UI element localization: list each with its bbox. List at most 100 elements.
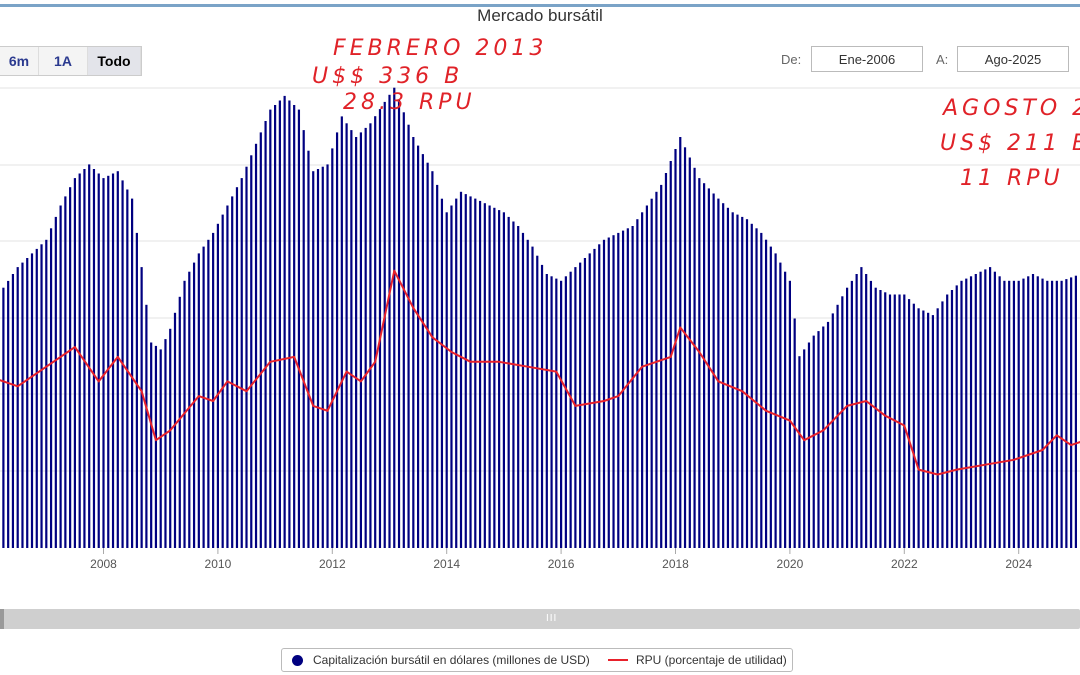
to-date-input[interactable]: Ago-2025	[957, 46, 1069, 72]
bar[interactable]	[1050, 280, 1054, 548]
bar[interactable]	[1027, 276, 1030, 548]
bar[interactable]	[884, 292, 887, 548]
bar[interactable]	[936, 308, 939, 548]
bar[interactable]	[326, 164, 329, 548]
bar[interactable]	[979, 271, 982, 548]
bar[interactable]	[1065, 279, 1068, 548]
bar[interactable]	[822, 326, 825, 549]
bar[interactable]	[226, 205, 229, 549]
bar[interactable]	[297, 109, 301, 548]
bar[interactable]	[274, 105, 277, 548]
bar[interactable]	[793, 318, 796, 549]
bar[interactable]	[798, 356, 801, 548]
bar[interactable]	[92, 169, 96, 548]
bar[interactable]	[888, 294, 892, 549]
bar[interactable]	[550, 276, 553, 548]
bar[interactable]	[16, 267, 19, 548]
bar[interactable]	[898, 294, 901, 549]
legend-item-rpu[interactable]: RPU (porcentaje de utilidad)	[608, 653, 787, 667]
bar[interactable]	[965, 278, 968, 548]
bar[interactable]	[521, 232, 525, 548]
bar[interactable]	[507, 216, 510, 548]
rpu-line[interactable]	[0, 269, 1080, 476]
bar[interactable]	[159, 349, 162, 548]
bar[interactable]	[660, 184, 663, 548]
bar[interactable]	[941, 301, 944, 548]
bar[interactable]	[369, 123, 372, 549]
bar[interactable]	[188, 271, 191, 548]
bar[interactable]	[955, 285, 958, 548]
bar[interactable]	[1008, 280, 1011, 548]
bar[interactable]	[655, 191, 658, 549]
bar[interactable]	[1036, 276, 1039, 548]
bar[interactable]	[107, 175, 110, 549]
bar[interactable]	[154, 345, 158, 548]
bar[interactable]	[927, 312, 930, 548]
bar[interactable]	[140, 267, 143, 548]
bar[interactable]	[812, 335, 815, 548]
bar[interactable]	[588, 253, 591, 548]
bar[interactable]	[1022, 278, 1025, 548]
range-button-1a[interactable]: 1A	[39, 47, 88, 75]
bar[interactable]	[40, 244, 43, 549]
scrollbar-left-handle[interactable]	[0, 609, 4, 629]
bar[interactable]	[407, 124, 410, 548]
bar[interactable]	[836, 304, 839, 548]
bar[interactable]	[359, 132, 362, 548]
bar[interactable]	[907, 299, 911, 548]
bar[interactable]	[693, 167, 696, 549]
bar[interactable]	[679, 137, 682, 548]
bar[interactable]	[459, 191, 463, 549]
bar[interactable]	[650, 198, 653, 548]
bar[interactable]	[145, 304, 148, 548]
bar[interactable]	[431, 171, 434, 548]
bar[interactable]	[1012, 280, 1016, 548]
bar[interactable]	[383, 101, 386, 549]
bar[interactable]	[49, 228, 53, 549]
bar[interactable]	[464, 194, 467, 548]
bar[interactable]	[626, 228, 629, 549]
bar[interactable]	[197, 253, 200, 548]
bar[interactable]	[26, 258, 29, 548]
bar[interactable]	[178, 296, 181, 548]
bar[interactable]	[269, 109, 272, 548]
bar[interactable]	[212, 232, 215, 548]
bar[interactable]	[59, 205, 62, 549]
bar[interactable]	[221, 214, 224, 548]
bar[interactable]	[388, 94, 391, 549]
bar[interactable]	[688, 157, 691, 549]
bar[interactable]	[455, 198, 458, 548]
bar[interactable]	[259, 132, 262, 548]
bar[interactable]	[97, 173, 100, 549]
from-date-input[interactable]: Ene-2006	[811, 46, 923, 72]
bar[interactable]	[88, 164, 91, 548]
bar[interactable]	[722, 203, 725, 548]
bar[interactable]	[402, 112, 405, 549]
bar[interactable]	[760, 232, 763, 548]
bar[interactable]	[245, 166, 248, 548]
bar[interactable]	[560, 280, 563, 548]
bar[interactable]	[903, 294, 906, 549]
bar[interactable]	[45, 239, 48, 549]
bar[interactable]	[7, 280, 10, 548]
bar[interactable]	[340, 116, 343, 549]
bar[interactable]	[536, 255, 539, 548]
bar[interactable]	[593, 248, 596, 548]
bar[interactable]	[440, 198, 444, 548]
bar[interactable]	[207, 239, 210, 549]
bar[interactable]	[602, 239, 606, 549]
bar[interactable]	[917, 308, 920, 549]
bar[interactable]	[946, 294, 949, 549]
bar[interactable]	[574, 267, 577, 548]
bar[interactable]	[498, 210, 501, 548]
bar[interactable]	[135, 232, 138, 548]
bar[interactable]	[764, 239, 768, 548]
bar[interactable]	[293, 105, 296, 548]
bar[interactable]	[993, 271, 996, 548]
bar[interactable]	[1060, 280, 1063, 548]
bar[interactable]	[412, 137, 415, 548]
bar[interactable]	[278, 100, 281, 549]
bar[interactable]	[731, 212, 734, 549]
bar[interactable]	[488, 205, 491, 549]
bar[interactable]	[750, 223, 753, 549]
